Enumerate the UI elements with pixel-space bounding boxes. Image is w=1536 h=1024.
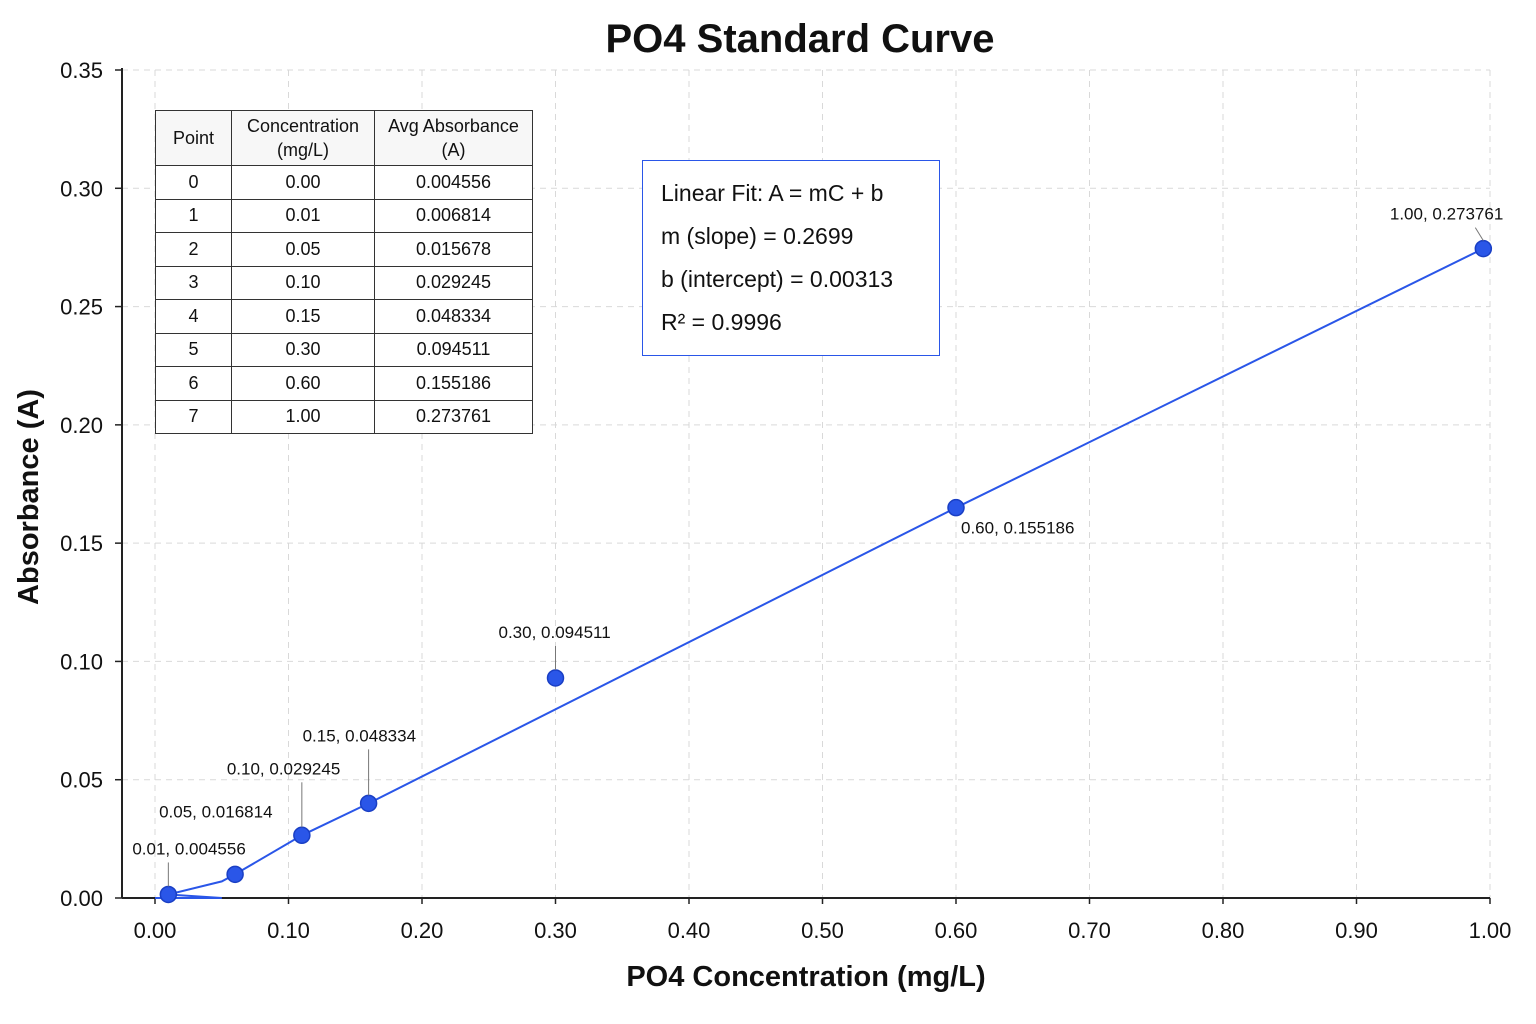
- data-point-label: 0.05, 0.016814: [159, 802, 272, 821]
- y-tick-label: 0.35: [60, 58, 103, 83]
- cell-absorbance: 0.006814: [374, 198, 533, 233]
- cell-absorbance: 0.094511: [374, 332, 533, 367]
- y-tick-label: 0.30: [60, 176, 103, 201]
- table-row: 7 1.00 0.273761: [155, 399, 533, 434]
- cell-absorbance: 0.048334: [374, 299, 533, 334]
- x-tick-label: 0.20: [401, 918, 444, 943]
- standards-table: Point Concentration (mg/L) Avg Absorbance…: [155, 110, 533, 434]
- header-concentration: Concentration (mg/L): [231, 110, 375, 166]
- linear-fit-box: Linear Fit: A = mC + b m (slope) = 0.269…: [642, 160, 940, 356]
- data-point-label: 0.60, 0.155186: [961, 519, 1074, 538]
- cell-concentration: 0.10: [231, 265, 375, 300]
- header-text: Concentration: [246, 116, 360, 136]
- header-unit: (A): [441, 140, 466, 160]
- data-point-label: 0.30, 0.094511: [499, 623, 611, 642]
- table-row: 6 0.60 0.155186: [155, 366, 533, 401]
- y-tick-label: 0.25: [60, 295, 103, 320]
- table-row: 1 0.01 0.006814: [155, 198, 533, 233]
- label-leader-line: [1474, 227, 1484, 241]
- x-tick-label: 0.70: [1068, 918, 1111, 943]
- cell-concentration: 0.15: [231, 299, 375, 334]
- x-tick-label: 0.50: [801, 918, 844, 943]
- table-body: 0 0.00 0.004556 1 0.01 0.006814 2 0.05 0.015678 3…: [155, 165, 533, 434]
- y-tick-label: 0.20: [60, 413, 103, 438]
- data-point: [947, 498, 965, 517]
- cell-concentration: 0.01: [231, 198, 375, 233]
- cell-point: 7: [155, 399, 232, 434]
- cell-concentration: 1.00: [231, 399, 375, 434]
- point-labels: 0.01, 0.004556 0.05, 0.016814 0.10, 0.0292…: [132, 205, 1503, 887]
- tick-labels: 0.00 0.10 0.20 0.30 0.40 0.50 0.60 0.70 0.80 0.90…: [60, 58, 1511, 943]
- data-point: [226, 865, 244, 884]
- x-tick-label: 0.10: [267, 918, 310, 943]
- x-tick-label: 0.40: [668, 918, 711, 943]
- x-tick-label: 0.60: [935, 918, 978, 943]
- y-tick-label: 0.10: [60, 649, 103, 674]
- cell-point: 3: [155, 265, 232, 300]
- header-text: Avg Absorbance: [388, 116, 519, 136]
- cell-absorbance: 0.004556: [374, 165, 533, 200]
- chart-title: PO4 Standard Curve: [605, 17, 994, 61]
- table-row: 5 0.30 0.094511: [155, 332, 533, 367]
- table-header-row: Point Concentration (mg/L) Avg Absorbance…: [155, 110, 533, 166]
- y-axis-title: Absorbance (A): [13, 389, 45, 605]
- x-axis-title: PO4 Concentration (mg/L): [626, 961, 985, 993]
- x-tick-label: 0.80: [1202, 918, 1245, 943]
- cell-absorbance: 0.273761: [374, 399, 533, 434]
- cell-point: 6: [155, 366, 232, 401]
- y-tick-label: 0.00: [60, 886, 103, 911]
- table-row: 3 0.10 0.029245: [155, 265, 533, 300]
- fit-equation: Linear Fit: A = mC + b: [661, 180, 884, 206]
- table-row: 4 0.15 0.048334: [155, 299, 533, 334]
- cell-point: 4: [155, 299, 232, 334]
- axes: [115, 68, 1491, 904]
- data-point: [159, 885, 178, 904]
- fit-intercept: b (intercept) = 0.00313: [661, 266, 894, 292]
- cell-absorbance: 0.015678: [374, 232, 533, 267]
- cell-absorbance: 0.029245: [374, 265, 533, 300]
- fit-slope: m (slope) = 0.2699: [661, 223, 854, 249]
- cell-point: 5: [155, 332, 232, 367]
- data-point-label: 0.10, 0.029245: [227, 759, 340, 778]
- x-tick-label: 0.30: [534, 918, 577, 943]
- data-point: [546, 669, 565, 687]
- header-absorbance: Avg Absorbance (A): [374, 110, 533, 166]
- cell-absorbance: 0.155186: [374, 366, 533, 401]
- cell-concentration: 0.30: [231, 332, 375, 367]
- y-tick-label: 0.15: [60, 531, 103, 556]
- cell-point: 0: [155, 165, 232, 200]
- header-text: Point: [172, 128, 215, 148]
- x-tick-label: 1.00: [1469, 918, 1512, 943]
- data-point: [1474, 239, 1493, 258]
- cell-concentration: 0.05: [231, 232, 375, 267]
- data-point-label: 0.15, 0.048334: [303, 726, 416, 745]
- cell-concentration: 0.60: [231, 366, 375, 401]
- header-unit: (mg/L): [276, 140, 329, 160]
- header-point: Point: [155, 110, 232, 166]
- table-row: 2 0.05 0.015678: [155, 232, 533, 267]
- data-point: [359, 794, 378, 813]
- data-point: [293, 826, 311, 845]
- cell-point: 2: [155, 232, 232, 267]
- table-row: 0 0.00 0.004556: [155, 165, 533, 200]
- x-tick-label: 0.90: [1335, 918, 1378, 943]
- x-tick-label: 0.00: [134, 918, 177, 943]
- fit-r-squared: R² = 0.9996: [661, 309, 782, 335]
- data-point-label: 0.01, 0.004556: [132, 839, 245, 858]
- cell-concentration: 0.00: [231, 165, 375, 200]
- data-series: [155, 239, 1493, 904]
- data-point-label: 1.00, 0.273761: [1390, 205, 1503, 224]
- cell-point: 1: [155, 198, 232, 233]
- y-tick-label: 0.05: [60, 768, 103, 793]
